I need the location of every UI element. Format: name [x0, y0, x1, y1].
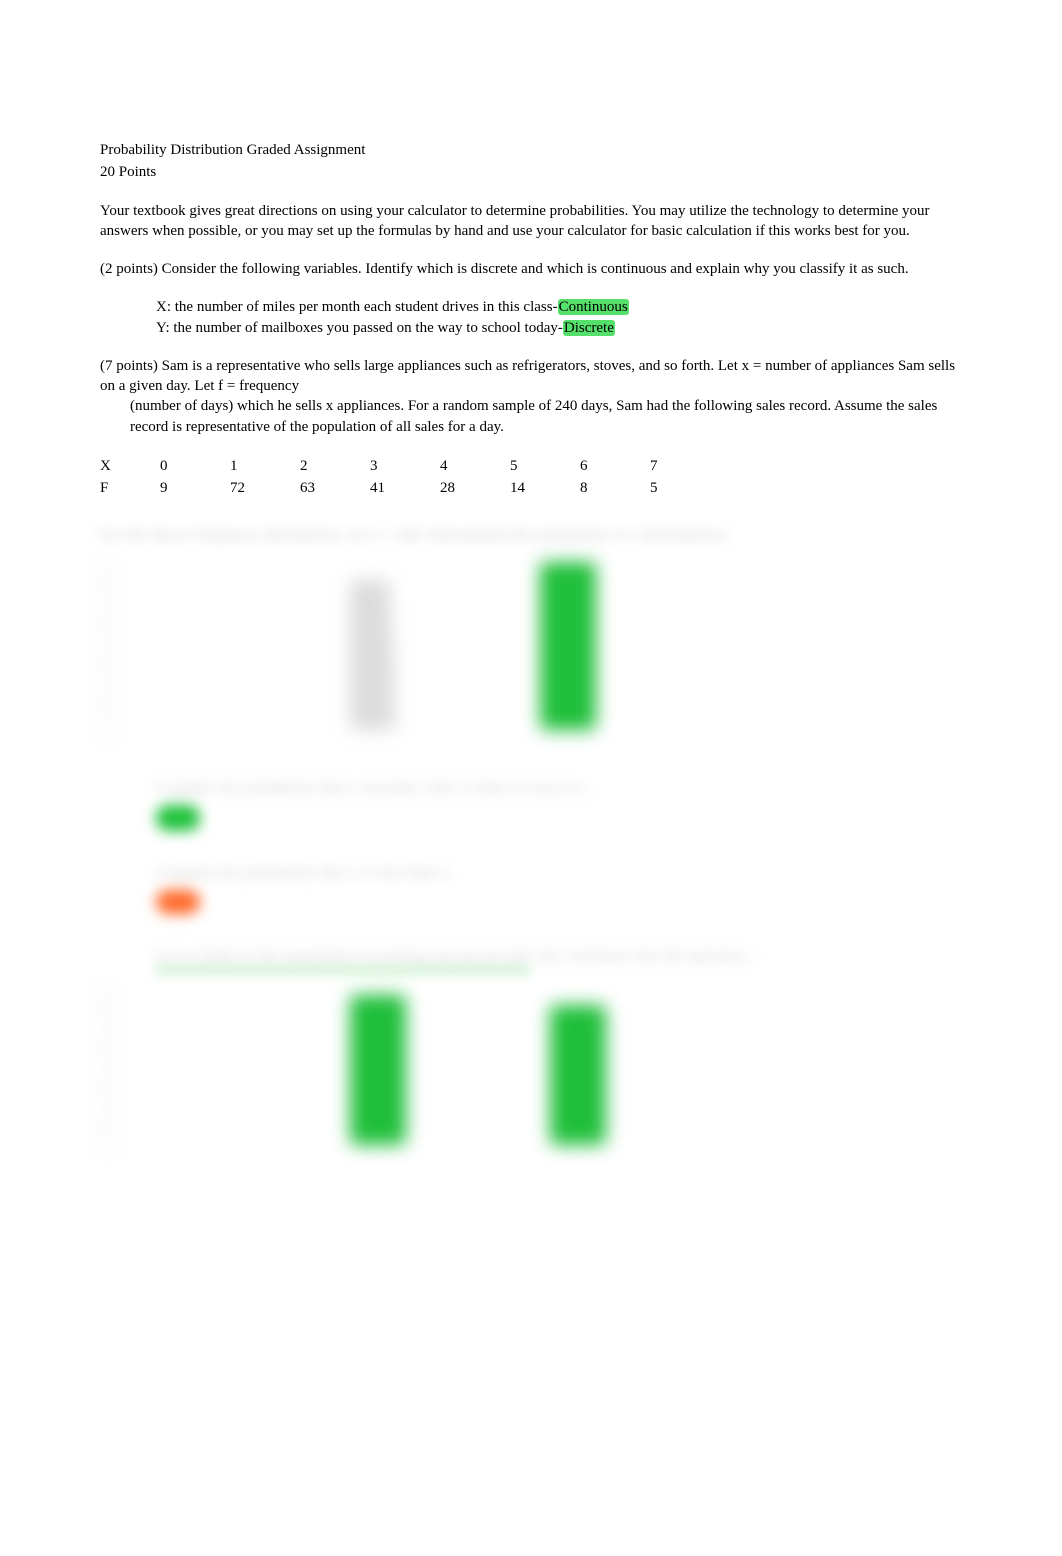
- row-label-f: F: [100, 477, 160, 499]
- chart-tick: [100, 620, 108, 621]
- blurred-chart-2: [100, 985, 962, 1155]
- q1-answers: X: the number of miles per month each st…: [156, 297, 962, 338]
- chart-tick: [100, 700, 108, 701]
- blurred-chart-1: [100, 560, 962, 740]
- table-cell: 2: [300, 455, 370, 477]
- chart-green-bar: [550, 1005, 606, 1145]
- table-row: F 9 72 63 41 28 14 8 5: [100, 477, 962, 499]
- table-cell: 9: [160, 477, 230, 499]
- green-answer-blob: [156, 805, 200, 831]
- blurred-item-b: Compute the probability that a customer …: [156, 780, 962, 831]
- chart-tick: [100, 1005, 108, 1006]
- table-row: X 0 1 2 3 4 5 6 7: [100, 455, 962, 477]
- q1-y-label: Y: the number of mailboxes you passed on…: [156, 320, 563, 336]
- chart-axis: [106, 560, 107, 740]
- document-page: Probability Distribution Graded Assignme…: [0, 0, 1062, 1235]
- chart-axis: [106, 985, 107, 1155]
- blurred-item-c: Compute the probability that x is less t…: [156, 865, 962, 914]
- q1-x-answer-highlight: Continuous: [558, 299, 629, 315]
- q2-note: (number of days) which he sells x applia…: [130, 396, 962, 437]
- table-cell: 72: [230, 477, 300, 499]
- table-cell: 5: [510, 455, 580, 477]
- xf-table: X 0 1 2 3 4 5 6 7 F 9 72 63 41 28 14 8 5: [100, 455, 962, 500]
- chart-tick: [100, 1085, 108, 1086]
- chart-green-bar: [350, 995, 406, 1145]
- table-cell: 14: [510, 477, 580, 499]
- assignment-title: Probability Distribution Graded Assignme…: [100, 140, 962, 160]
- q2-lead: (7 points) Sam is a representative who s…: [100, 356, 962, 397]
- q1-y-answer-highlight: Discrete: [563, 320, 615, 336]
- intro-paragraph: Your textbook gives great directions on …: [100, 201, 962, 242]
- assignment-points: 20 Points: [100, 162, 962, 182]
- table-cell: 1: [230, 455, 300, 477]
- blurred-text: Compute the probability that a customer …: [156, 780, 962, 799]
- blurred-text: this continues into the question...: [538, 948, 758, 971]
- table-cell: 63: [300, 477, 370, 499]
- chart-tick: [100, 580, 108, 581]
- orange-answer-blob: [156, 890, 200, 914]
- table-cell: 8: [580, 477, 650, 499]
- table-cell: 6: [580, 455, 650, 477]
- q1-x-line: X: the number of miles per month each st…: [156, 297, 962, 317]
- row-label-x: X: [100, 455, 160, 477]
- blurred-line-a: For the above frequency distribution, le…: [100, 527, 962, 546]
- table-cell: 3: [370, 455, 440, 477]
- q1-y-line: Y: the number of mailboxes you passed on…: [156, 318, 962, 338]
- table-cell: 4: [440, 455, 510, 477]
- table-cell: 0: [160, 455, 230, 477]
- table-cell: 28: [440, 477, 510, 499]
- q1-prompt: (2 points) Consider the following variab…: [100, 259, 962, 279]
- chart-tick: [100, 1045, 108, 1046]
- q1-x-label: X: the number of miles per month each st…: [156, 299, 558, 315]
- table-cell: 41: [370, 477, 440, 499]
- table-cell: 7: [650, 455, 720, 477]
- chart-tick: [100, 660, 108, 661]
- table-cell: 5: [650, 477, 720, 499]
- chart-bar: [356, 666, 396, 730]
- blurred-text: Compute the probability that x is less t…: [156, 865, 962, 884]
- chart-tick: [100, 1125, 108, 1126]
- blurred-item-d: Let us think of the experiment as pickin…: [156, 948, 962, 971]
- blurred-underlined-text: Let us think of the experiment as pickin…: [156, 948, 530, 971]
- chart-green-bar: [540, 562, 596, 730]
